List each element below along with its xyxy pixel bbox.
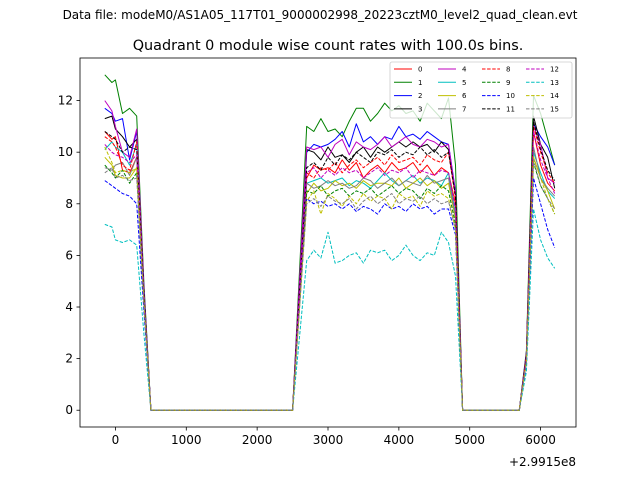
legend-label-8: 8 (506, 66, 510, 74)
legend-label-12: 12 (550, 66, 559, 74)
legend-label-11: 11 (506, 105, 515, 113)
y-tick-label: 0 (65, 403, 73, 417)
series-line-11 (104, 120, 556, 411)
series-line-13 (104, 208, 556, 411)
series-line-8 (104, 125, 556, 411)
legend-label-1: 1 (418, 79, 422, 87)
chart-title: Quadrant 0 module wise count rates with … (133, 38, 524, 54)
legend-label-4: 4 (462, 66, 467, 74)
y-tick-label: 6 (65, 248, 73, 262)
legend-label-14: 14 (550, 92, 559, 100)
series-line-3 (104, 115, 556, 411)
legend-label-15: 15 (550, 105, 559, 113)
legend-frame (389, 61, 573, 119)
x-tick-label: 2000 (242, 433, 273, 447)
x-tick-label: 4000 (384, 433, 415, 447)
series-line-1 (104, 74, 556, 411)
legend-label-10: 10 (506, 92, 515, 100)
series-line-0 (104, 131, 556, 411)
series-line-15 (104, 159, 556, 411)
legend-label-9: 9 (506, 79, 510, 87)
x-tick-label: 0 (112, 433, 120, 447)
y-tick-label: 2 (65, 352, 73, 366)
y-tick-label: 4 (65, 300, 73, 314)
legend-label-5: 5 (462, 79, 466, 87)
x-axis-offset-label: +2.9915e8 (509, 455, 576, 469)
y-tick-label: 8 (65, 197, 73, 211)
legend-label-3: 3 (418, 105, 422, 113)
series-layer (104, 74, 556, 411)
series-line-12 (104, 131, 556, 411)
series-line-4 (104, 100, 555, 411)
legend-label-7: 7 (462, 105, 466, 113)
series-line-10 (104, 177, 556, 411)
x-axis: 0 1000 2000 3000 4000 5000 6000 (112, 427, 556, 447)
x-tick-label: 6000 (525, 433, 556, 447)
legend-label-6: 6 (462, 92, 467, 100)
y-axis: 0 2 4 6 8 10 12 (58, 94, 80, 417)
y-tick-label: 10 (58, 145, 73, 159)
series-line-9 (104, 162, 556, 411)
plot-area (79, 57, 577, 428)
legend-label-13: 13 (550, 79, 559, 87)
x-tick-label: 3000 (313, 433, 344, 447)
y-tick-label: 12 (58, 94, 73, 108)
x-tick-label: 5000 (454, 433, 485, 447)
legend-label-0: 0 (418, 66, 422, 74)
x-tick-label: 1000 (171, 433, 202, 447)
legend-label-2: 2 (418, 92, 422, 100)
figure-suptitle: Data file: modeM0/AS1A05_117T01_90000029… (63, 8, 578, 22)
